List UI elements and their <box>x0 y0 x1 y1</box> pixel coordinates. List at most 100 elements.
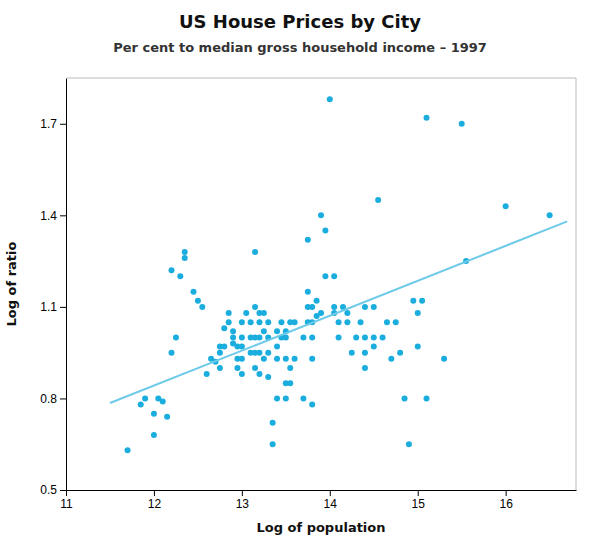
x-axis-line <box>67 490 577 491</box>
point <box>239 344 245 350</box>
y-tick: 0.5 <box>40 483 66 497</box>
point <box>230 328 236 334</box>
point <box>336 319 342 325</box>
point <box>164 414 170 420</box>
point <box>547 212 553 218</box>
point <box>349 350 355 356</box>
y-axis-line <box>66 79 67 491</box>
point <box>309 356 315 362</box>
y-tick-label: 1.1 <box>40 300 57 314</box>
x-axis-label: Log of population <box>256 520 385 535</box>
point <box>402 395 408 401</box>
point <box>252 249 258 255</box>
y-tick-mark <box>60 307 66 308</box>
point <box>424 395 430 401</box>
point <box>309 304 315 310</box>
point <box>410 298 416 304</box>
point <box>256 350 262 356</box>
y-tick-label: 0.8 <box>40 392 57 406</box>
point <box>309 334 315 340</box>
x-tick: 15 <box>412 490 426 511</box>
x-tick: 11 <box>60 490 73 511</box>
point <box>331 273 337 279</box>
point <box>151 432 157 438</box>
x-tick-label: 13 <box>236 497 250 511</box>
point <box>318 310 324 316</box>
point <box>344 319 350 325</box>
point <box>261 356 267 362</box>
point <box>415 344 421 350</box>
point <box>182 249 188 255</box>
x-tick: 13 <box>236 490 250 511</box>
title: US House Prices by City <box>179 11 421 32</box>
point <box>375 197 381 203</box>
point <box>142 395 148 401</box>
plot: 11 12 13 14 15 16 0.5 0.8 1.1 1.4 1.7 Log of popula… <box>4 78 577 535</box>
point <box>300 334 306 340</box>
point <box>362 350 368 356</box>
point <box>230 334 236 340</box>
point <box>274 344 280 350</box>
point <box>344 310 350 316</box>
point <box>419 298 425 304</box>
point <box>234 365 240 371</box>
y-tick: 0.8 <box>40 392 66 406</box>
x-tick-label: 14 <box>324 497 338 511</box>
point <box>406 441 412 447</box>
point <box>270 441 276 447</box>
point <box>441 356 447 362</box>
point <box>353 334 359 340</box>
y-axis-label: Log of ratio <box>4 241 19 326</box>
point <box>239 319 245 325</box>
x-tick-mark <box>506 490 507 496</box>
point <box>309 402 315 408</box>
x-tick-label: 11 <box>60 497 73 511</box>
frame <box>576 78 577 490</box>
x-tick-mark <box>330 490 331 496</box>
point <box>362 334 368 340</box>
marks <box>110 96 567 453</box>
point <box>362 304 368 310</box>
point <box>256 371 262 377</box>
y-tick-mark <box>60 124 66 125</box>
point <box>261 310 267 316</box>
point <box>278 319 284 325</box>
x-tick-mark <box>242 490 243 496</box>
point <box>248 319 254 325</box>
point <box>217 365 223 371</box>
point <box>173 334 179 340</box>
subtitle: Per cent to median gross household incom… <box>113 40 487 55</box>
point <box>252 304 258 310</box>
point <box>195 298 201 304</box>
point <box>371 344 377 350</box>
y-tick-label: 0.5 <box>40 483 57 497</box>
point <box>283 395 289 401</box>
y-tick-label: 1.4 <box>40 209 57 223</box>
point <box>424 115 430 121</box>
frame <box>66 78 576 79</box>
point <box>274 395 280 401</box>
x-tick: 16 <box>499 490 513 511</box>
point <box>265 319 271 325</box>
y-tick-label: 1.7 <box>40 117 57 131</box>
point <box>160 398 166 404</box>
point <box>327 96 333 102</box>
x-tick-label: 16 <box>499 497 513 511</box>
point <box>362 365 368 371</box>
point <box>204 371 210 377</box>
point <box>287 380 293 386</box>
point <box>239 371 245 377</box>
x-tick-label: 15 <box>412 497 426 511</box>
point <box>243 310 249 316</box>
point <box>322 273 328 279</box>
x-tick-mark <box>418 490 419 496</box>
x-tick: 12 <box>148 490 162 511</box>
point <box>199 304 205 310</box>
x-axis: 11 12 13 14 15 16 <box>60 490 576 511</box>
point <box>252 365 258 371</box>
point <box>371 334 377 340</box>
point <box>256 319 262 325</box>
point <box>182 255 188 261</box>
x-tick-mark <box>66 490 67 496</box>
point <box>265 374 271 380</box>
